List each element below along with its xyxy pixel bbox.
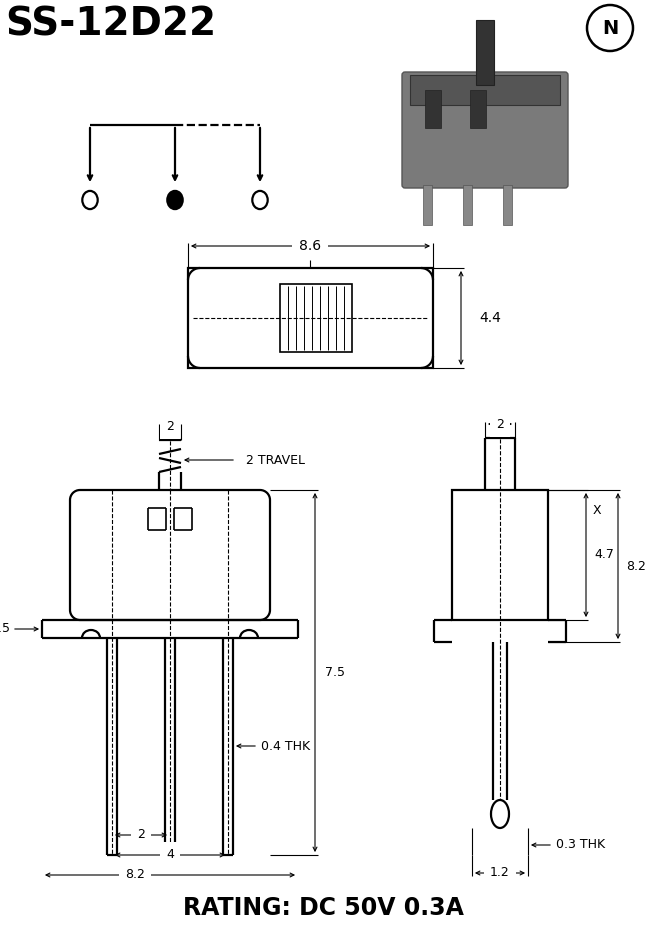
Bar [188,268,433,368]
Text: 0.3 THK: 0.3 THK [556,839,605,852]
Bar [423,185,432,225]
Text: 0.4 THK: 0.4 THK [261,739,310,753]
Bar [452,490,548,620]
Text: 2: 2 [496,417,504,431]
Bar [476,20,494,85]
Text: X: X [593,504,602,517]
Text: 1.2: 1.2 [490,867,510,880]
Text: 4: 4 [166,849,174,861]
Text: 4.7: 4.7 [594,548,614,562]
Text: N: N [602,19,618,37]
Ellipse shape [82,191,98,209]
FancyBboxPatch shape [402,72,568,188]
Text: 8.2: 8.2 [125,869,145,882]
Text: RATING: DC 50V 0.3A: RATING: DC 50V 0.3A [182,896,463,920]
Ellipse shape [252,191,268,209]
Ellipse shape [491,800,509,828]
Text: 8.6: 8.6 [299,239,321,253]
Text: 0.5: 0.5 [0,622,10,636]
Bar [410,75,560,105]
Bar [280,284,352,352]
Bar [463,185,472,225]
Bar [470,90,486,128]
Text: SS-12D22: SS-12D22 [5,5,216,43]
Text: 8.2: 8.2 [626,560,646,573]
Text: 2: 2 [166,419,174,432]
Ellipse shape [168,191,182,209]
Text: 2: 2 [137,828,145,841]
Text: 2 TRAVEL: 2 TRAVEL [246,454,305,466]
Text: 7.5: 7.5 [325,665,345,679]
Text: 4.4: 4.4 [479,311,501,325]
Bar [503,185,512,225]
Bar [425,90,441,128]
